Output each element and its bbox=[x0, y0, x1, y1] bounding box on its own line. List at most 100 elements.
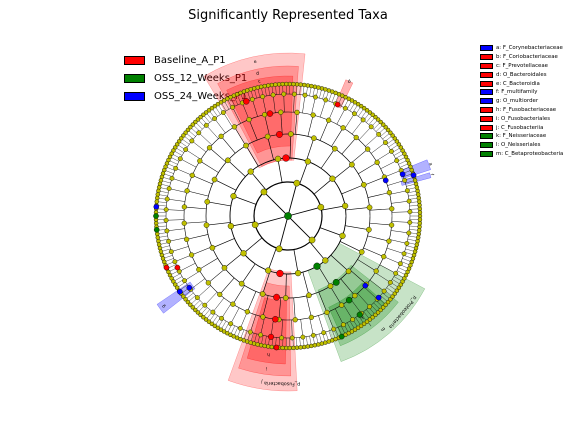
branch-line bbox=[329, 286, 342, 306]
tree-node bbox=[417, 210, 423, 215]
tree-node bbox=[272, 316, 279, 323]
tree-node bbox=[308, 314, 314, 320]
tree-node bbox=[301, 344, 307, 350]
tree-node bbox=[156, 238, 161, 244]
tree-node bbox=[166, 238, 172, 244]
branch-line bbox=[369, 208, 392, 211]
branch-line bbox=[389, 239, 407, 244]
taxa-legend-swatch bbox=[480, 54, 493, 61]
tree-node bbox=[327, 283, 334, 289]
branch-line bbox=[335, 308, 344, 325]
taxa-legend-label: i: O_Fusobacteriales bbox=[496, 115, 551, 122]
tree-node bbox=[305, 344, 310, 349]
branch-line bbox=[391, 221, 410, 223]
tree-node bbox=[393, 270, 399, 276]
branch-line bbox=[224, 252, 244, 269]
tree-node bbox=[358, 103, 364, 109]
taxa-legend-swatch bbox=[480, 150, 493, 157]
branch-line bbox=[171, 178, 190, 185]
branch-line bbox=[262, 271, 271, 295]
tree-node bbox=[276, 269, 284, 278]
tree-node bbox=[210, 309, 216, 315]
legend-label-week12: OSS_12_Weeks_P1 bbox=[154, 72, 248, 84]
tree-node bbox=[288, 131, 294, 137]
branch-line bbox=[206, 125, 219, 139]
tree-node bbox=[323, 97, 329, 103]
branch-line bbox=[255, 215, 289, 226]
tree-node bbox=[177, 156, 183, 162]
tree-node bbox=[273, 344, 280, 351]
tree-node bbox=[219, 315, 224, 321]
ring-class bbox=[229, 157, 347, 275]
branch-line bbox=[221, 303, 232, 319]
tree-node bbox=[360, 117, 366, 123]
tree-node bbox=[407, 219, 413, 225]
tree-node bbox=[218, 133, 224, 139]
tree-node bbox=[174, 285, 180, 290]
branch-line bbox=[293, 249, 299, 274]
taxa-legend-swatch bbox=[480, 133, 493, 140]
tree-node bbox=[389, 148, 394, 154]
branch-line bbox=[369, 279, 385, 292]
branch-line bbox=[207, 201, 231, 207]
taxa-legend-label: h: F_Fusobacteriaceae bbox=[496, 106, 557, 113]
tree-node bbox=[269, 344, 275, 350]
branch-line bbox=[306, 295, 312, 318]
tree-node bbox=[417, 213, 423, 219]
tree-node bbox=[416, 192, 421, 197]
tree-node bbox=[275, 245, 283, 253]
tree-node bbox=[399, 171, 406, 178]
branch-line bbox=[223, 112, 234, 128]
tree-node bbox=[155, 235, 160, 240]
chart-title: Significantly Represented Taxa bbox=[188, 8, 388, 23]
tree-node bbox=[370, 112, 375, 117]
tree-node bbox=[389, 222, 395, 228]
branch-line bbox=[369, 222, 392, 226]
tree-node bbox=[416, 231, 421, 237]
tree-node bbox=[246, 116, 252, 123]
tree-node bbox=[300, 334, 306, 340]
branch-line bbox=[185, 149, 201, 160]
tree-node bbox=[262, 83, 267, 89]
tree-node bbox=[342, 202, 349, 210]
tree-node bbox=[176, 139, 182, 144]
tree-node bbox=[203, 110, 209, 115]
tree-node bbox=[273, 82, 278, 87]
sector-neisseriales bbox=[317, 264, 399, 347]
taxa-legend-label: f: F_multifamily bbox=[496, 89, 538, 96]
tree-node bbox=[247, 329, 253, 335]
tree-node bbox=[376, 131, 382, 137]
clade-letter-l: l bbox=[367, 321, 372, 327]
tree-node bbox=[350, 317, 356, 322]
phylum-label-fusobacteria: p_Fusobacteria bbox=[264, 380, 300, 387]
tree-node bbox=[205, 280, 211, 286]
tree-node bbox=[189, 138, 195, 144]
legend-label-week24: OSS_24_Weeks_P1 bbox=[154, 90, 248, 102]
tree-node bbox=[415, 238, 420, 244]
branch-line bbox=[212, 297, 225, 313]
tree-node bbox=[228, 321, 234, 327]
tree-node bbox=[220, 110, 226, 115]
tree-node bbox=[206, 319, 212, 324]
tree-node bbox=[273, 293, 280, 301]
tree-node bbox=[321, 330, 327, 336]
tree-node bbox=[163, 217, 169, 223]
tree-node bbox=[209, 105, 215, 111]
tree-node bbox=[310, 112, 316, 118]
branch-line bbox=[313, 178, 333, 195]
tree-node bbox=[368, 124, 374, 130]
tree-node bbox=[298, 345, 303, 350]
taxa-legend-label: d: O_Bacteroidales bbox=[496, 71, 547, 78]
taxa-legend-item: f: F_multifamily bbox=[480, 88, 563, 97]
branch-line bbox=[233, 195, 257, 205]
tree-node bbox=[294, 270, 302, 277]
branch-line bbox=[351, 119, 364, 135]
branch-line bbox=[300, 319, 304, 338]
tree-node bbox=[262, 343, 267, 349]
branch-line bbox=[383, 256, 401, 264]
taxa-legend-item: l: O_Neisseriales bbox=[480, 141, 563, 150]
tree-node bbox=[390, 133, 395, 138]
branch-line bbox=[191, 246, 213, 256]
tree-node bbox=[292, 317, 298, 323]
tree-node bbox=[203, 317, 209, 322]
